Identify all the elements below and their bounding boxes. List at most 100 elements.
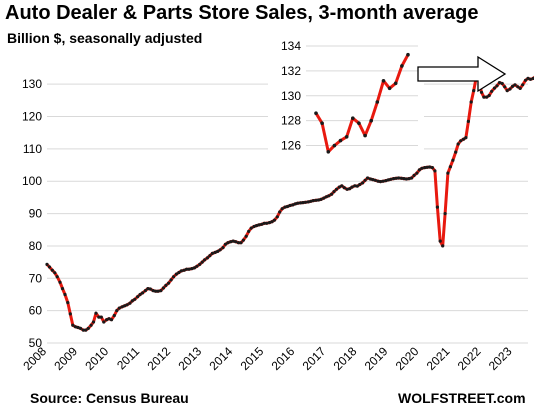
data-point-120 xyxy=(355,184,359,188)
data-point-29 xyxy=(120,305,124,309)
data-point-184 xyxy=(521,83,525,87)
data-point-46 xyxy=(164,283,168,287)
data-point-66 xyxy=(216,249,220,253)
data-point-97 xyxy=(296,201,300,205)
data-point-114 xyxy=(340,184,344,188)
data-point-131 xyxy=(384,179,388,183)
data-point-74 xyxy=(236,241,241,245)
inset-point-11 xyxy=(381,79,386,83)
x-tick-2008: 2008 xyxy=(20,344,49,373)
data-point-45 xyxy=(161,286,165,290)
data-point-41 xyxy=(151,289,155,293)
data-point-23 xyxy=(105,318,109,322)
data-point-86 xyxy=(267,221,272,225)
data-point-12 xyxy=(76,325,80,330)
data-point-116 xyxy=(345,187,349,191)
data-point-99 xyxy=(301,201,305,205)
data-point-137 xyxy=(399,176,403,180)
data-point-144 xyxy=(417,168,421,172)
data-point-159 xyxy=(456,142,460,146)
y-tick-80: 80 xyxy=(29,239,43,253)
data-point-111 xyxy=(332,190,336,194)
data-point-106 xyxy=(319,197,323,201)
data-point-148 xyxy=(428,165,432,169)
data-point-59 xyxy=(198,262,202,266)
data-point-43 xyxy=(156,289,160,293)
data-point-18 xyxy=(91,320,96,324)
data-point-91 xyxy=(280,207,284,211)
data-point-145 xyxy=(420,166,424,170)
inset-point-6 xyxy=(351,116,355,120)
data-point-92 xyxy=(283,205,287,209)
data-point-44 xyxy=(159,289,163,293)
data-point-110 xyxy=(330,192,334,196)
data-point-80 xyxy=(252,224,256,229)
y-tick-110: 110 xyxy=(23,142,42,156)
data-point-15 xyxy=(84,328,88,332)
x-tick-2013: 2013 xyxy=(176,344,205,373)
data-point-162 xyxy=(464,136,468,140)
data-point-150 xyxy=(433,169,437,173)
inset-point-15 xyxy=(406,52,410,57)
data-point-109 xyxy=(327,194,331,198)
data-point-174 xyxy=(495,84,499,88)
data-point-132 xyxy=(386,178,390,182)
data-point-105 xyxy=(316,198,321,202)
data-point-100 xyxy=(303,200,308,204)
data-point-50 xyxy=(174,272,178,276)
data-point-171 xyxy=(487,93,491,98)
data-point-16 xyxy=(86,326,90,330)
y-tick-60: 60 xyxy=(29,304,43,318)
x-tick-2021: 2021 xyxy=(424,344,453,373)
data-point-146 xyxy=(423,166,427,170)
data-point-160 xyxy=(459,139,463,143)
main-series xyxy=(45,75,534,332)
data-point-93 xyxy=(285,204,290,209)
data-point-82 xyxy=(257,223,261,227)
x-tick-2017: 2017 xyxy=(300,344,329,373)
data-point-104 xyxy=(314,198,318,202)
data-point-129 xyxy=(379,180,383,184)
data-point-83 xyxy=(260,222,264,226)
data-point-60 xyxy=(200,260,204,264)
data-point-155 xyxy=(446,171,450,175)
data-point-112 xyxy=(334,187,339,191)
data-point-130 xyxy=(381,179,385,183)
data-point-62 xyxy=(205,256,209,260)
data-point-94 xyxy=(288,203,292,208)
inset-y-tick-128: 128 xyxy=(281,114,301,128)
data-point-56 xyxy=(190,267,194,271)
data-point-173 xyxy=(492,86,497,90)
data-point-72 xyxy=(231,239,235,243)
data-point-176 xyxy=(500,81,504,86)
data-point-103 xyxy=(311,199,315,203)
data-point-68 xyxy=(221,246,225,250)
y-tick-130: 130 xyxy=(22,77,42,91)
data-point-4 xyxy=(55,275,59,279)
data-point-113 xyxy=(337,185,341,189)
data-point-168 xyxy=(479,90,484,94)
data-point-21 xyxy=(99,315,103,319)
data-point-164 xyxy=(469,100,473,104)
data-point-141 xyxy=(410,176,414,180)
inset-background xyxy=(268,40,424,162)
data-point-28 xyxy=(117,306,121,310)
data-point-177 xyxy=(503,85,507,89)
callout-arrow xyxy=(417,55,507,93)
inset-point-1 xyxy=(320,121,324,125)
y-tick-50: 50 xyxy=(29,336,43,350)
data-point-2 xyxy=(50,268,54,272)
x-tick-2015: 2015 xyxy=(238,344,267,373)
data-point-35 xyxy=(136,295,140,299)
data-point-158 xyxy=(454,150,458,154)
data-point-124 xyxy=(366,176,370,180)
data-point-10 xyxy=(71,323,75,327)
y-tick-120: 120 xyxy=(22,110,42,124)
data-point-122 xyxy=(361,181,365,185)
x-tick-2019: 2019 xyxy=(362,344,391,373)
data-point-47 xyxy=(167,281,171,285)
y-tick-90: 90 xyxy=(29,207,43,221)
inset-y-tick-labels: 126 128 130 132 134 xyxy=(281,39,301,153)
x-tick-2009: 2009 xyxy=(51,344,80,373)
